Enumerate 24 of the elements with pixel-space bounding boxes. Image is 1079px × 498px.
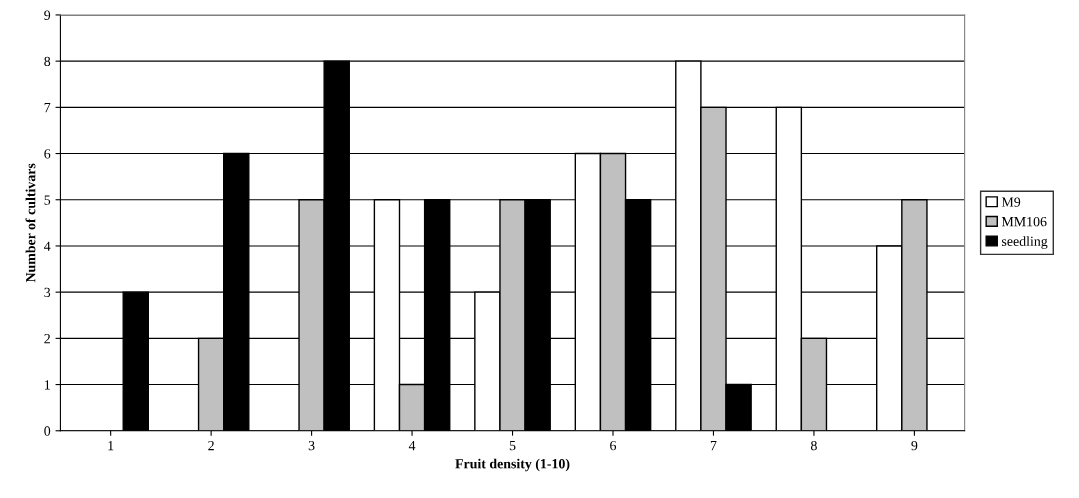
y-tick-label: 2 <box>44 333 50 344</box>
x-tick-label: 1 <box>108 440 114 451</box>
x-tick-label: 4 <box>408 440 416 451</box>
y-axis-title: Number of cultivars <box>25 163 36 283</box>
legend-label: seedling <box>1002 236 1048 249</box>
y-tick-label: 4 <box>44 241 51 251</box>
legend-label: MM106 <box>1001 216 1047 227</box>
x-axis-title: Fruit density (1-10) <box>455 458 570 472</box>
y-tick-label: 7 <box>44 103 51 113</box>
y-tick-label: 3 <box>44 287 51 298</box>
y-tick-label: 1 <box>44 380 50 390</box>
y-tick-label: 8 <box>44 56 51 67</box>
y-tick-label: 6 <box>44 149 51 159</box>
y-tick-label: 5 <box>44 195 51 205</box>
x-tick-label: 6 <box>610 440 617 451</box>
x-tick-label: 3 <box>308 440 315 451</box>
x-tick-label: 9 <box>911 440 918 451</box>
legend-label: M9 <box>1001 197 1021 207</box>
y-tick-label: 9 <box>44 10 51 20</box>
y-tick-label: 0 <box>44 426 51 436</box>
x-tick-label: 7 <box>710 441 717 451</box>
x-tick-label: 5 <box>509 441 516 451</box>
x-tick-label: 8 <box>810 440 817 451</box>
x-tick-label: 2 <box>208 440 214 451</box>
